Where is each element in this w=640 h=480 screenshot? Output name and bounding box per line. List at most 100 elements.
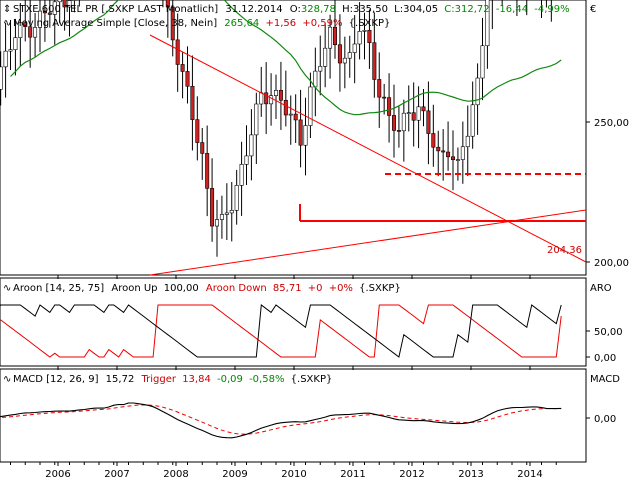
candle-down [200, 142, 205, 154]
ma-symbol: {.SXKP} [349, 18, 391, 29]
candle-up [303, 125, 308, 146]
candle-up [323, 47, 328, 67]
aroon-panel [0, 277, 587, 367]
candle-up [342, 57, 347, 64]
price-tick-label: 250,00 [594, 118, 629, 129]
candle-up [72, 0, 77, 1]
candle-down [180, 64, 185, 72]
candle-down [446, 151, 451, 158]
ma-name: Moving Average Simple [Close, 38, Nein] [13, 18, 217, 29]
candle-up [13, 37, 18, 50]
candle-down [337, 44, 342, 64]
ma-change-pct: +0,59% [302, 18, 342, 29]
currency-symbol: € [590, 4, 596, 15]
candle-up [288, 113, 293, 116]
candle-down [283, 99, 288, 116]
macd-panel [0, 368, 587, 463]
candle-up [401, 112, 406, 132]
candle-up [239, 164, 244, 186]
candle-up [254, 103, 259, 136]
candle-down [382, 96, 387, 99]
candle-down [411, 112, 416, 121]
candle-up [470, 104, 475, 137]
close-label: C: [444, 4, 454, 15]
candle-down [387, 97, 392, 116]
macd-tick-label: 0,00 [594, 414, 616, 425]
candle-up [406, 112, 411, 114]
ma-legend-icon: ∿ [3, 18, 11, 29]
candle-up [318, 66, 323, 72]
low-value: 304,05 [403, 4, 438, 15]
candle-up [475, 77, 480, 106]
candle-down [298, 119, 303, 146]
price-legend-icon: ⇕ [3, 4, 11, 15]
candle-up [455, 159, 460, 161]
aroon-up-value: 100,00 [164, 283, 199, 294]
candle-down [47, 12, 52, 15]
change-pct: -4,99% [534, 4, 569, 15]
aroon-legend-icon: ∿ [3, 283, 11, 294]
candle-up [0, 66, 3, 90]
candle-down [165, 0, 170, 8]
candle-up [18, 22, 23, 38]
x-tick-label: 2012 [399, 469, 424, 480]
x-tick-label: 2014 [517, 469, 542, 480]
aroon-tick-label: 0,00 [594, 353, 616, 364]
candle-down [278, 89, 283, 101]
candle-down [190, 85, 195, 120]
candle-down [396, 130, 401, 132]
macd-value: 15,72 [106, 374, 135, 385]
candle-up [234, 185, 239, 211]
candle-down [372, 42, 377, 80]
aroon-down-label: Aroon Down [206, 283, 267, 294]
label-204: 204,36 [547, 245, 582, 256]
macd-change-pct: -0,58% [249, 374, 284, 385]
candle-down [210, 188, 215, 227]
price-panel [0, 0, 587, 276]
candle-up [37, 10, 42, 28]
macd-trigger-line [0, 404, 562, 435]
candle-down [436, 146, 441, 152]
ma-value: 265,64 [224, 18, 259, 29]
aroon-tick-label: 50,00 [594, 327, 623, 338]
macd-change: -0,09 [217, 374, 243, 385]
candle-up [33, 27, 38, 38]
candle-down [391, 115, 396, 131]
candle-down [185, 71, 190, 87]
x-tick-label: 2013 [458, 469, 483, 480]
candle-down [170, 6, 175, 41]
candle-down [264, 92, 269, 105]
macd-name: MACD [12, 26, 9] [13, 374, 99, 385]
candle-down [377, 79, 382, 98]
candle-down [175, 39, 180, 65]
candle-up [308, 86, 313, 126]
price-tick-label: 200,00 [594, 258, 629, 269]
candle-up [269, 95, 274, 105]
candle-up [357, 31, 362, 45]
svg-text:MACD [12, 26, 9] 15,72: MACD [12, 26, 9] 15,72 Trigger 13,84 -0,… [13, 374, 332, 385]
candle-up [313, 70, 318, 88]
candle-down [421, 106, 426, 112]
aroon-down-line [0, 304, 562, 358]
svg-text:STXE 600 TEL PR [.SXKP LAST Mo: STXE 600 TEL PR [.SXKP LAST Monatlich] 3… [13, 4, 570, 15]
candle-down [28, 26, 33, 38]
candle-up [57, 0, 62, 3]
candle-up [362, 29, 367, 32]
aroon-down-value: 85,71 [273, 283, 302, 294]
candle-up [416, 106, 421, 121]
macd-trigger-value: 13,84 [182, 374, 211, 385]
high-label: H: [342, 4, 353, 15]
candle-up [465, 135, 470, 148]
candle-up [229, 210, 234, 214]
svg-text:Aroon [14, 25, 75] Aroon: Aroon [14, 25, 75] Aroon Up 100,00 Aroon… [13, 283, 401, 294]
aroon-axis-label: ARO [590, 283, 612, 294]
candle-up [352, 43, 357, 53]
open-label: O: [290, 4, 301, 15]
instrument-name: STXE 600 TEL PR [.SXKP LAST Monatlich] [13, 4, 218, 15]
x-tick-label: 2010 [281, 469, 306, 480]
candle-up [244, 155, 249, 165]
ma-change: +1,56 [265, 18, 296, 29]
svg-text:Moving Average Simple [Close,: Moving Average Simple [Close, 38, Nein] … [13, 18, 390, 29]
change-value: -16,44 [496, 4, 528, 15]
